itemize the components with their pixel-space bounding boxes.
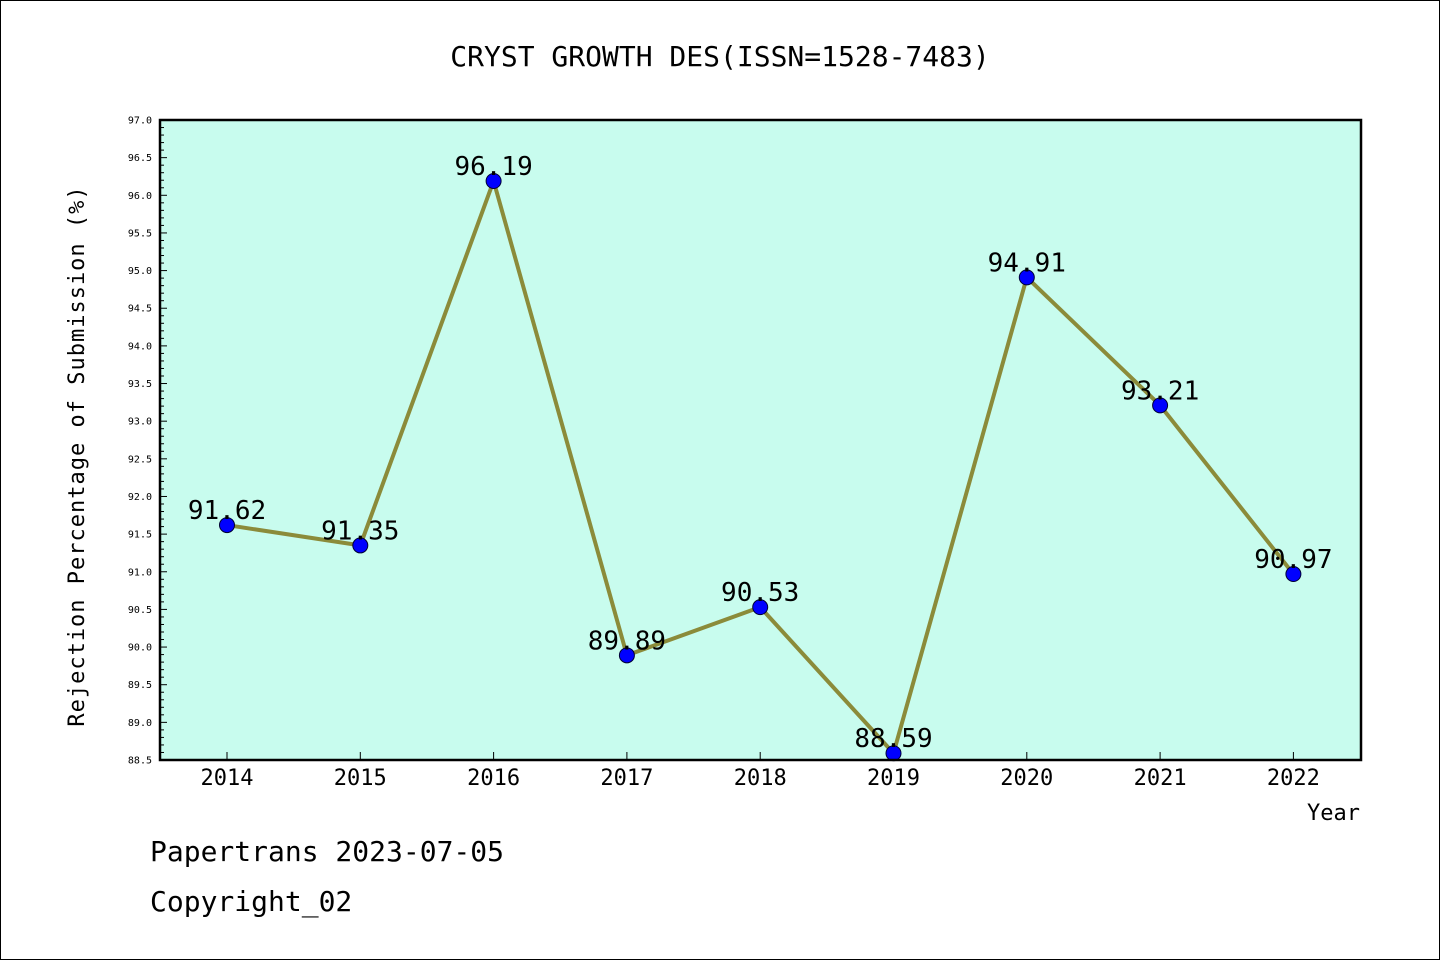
data-label: 91.62 bbox=[188, 496, 266, 526]
x-tick-label: 2018 bbox=[734, 766, 787, 791]
plot-area bbox=[160, 120, 1361, 760]
footer-date-stamp: Papertrans 2023-07-05 bbox=[150, 835, 505, 868]
x-tick-label: 2017 bbox=[600, 766, 653, 791]
y-tick-label: 91.0 bbox=[128, 567, 152, 578]
x-tick-label: 2015 bbox=[334, 766, 387, 791]
y-tick-label: 92.5 bbox=[128, 454, 152, 465]
plot-border bbox=[158, 118, 1363, 762]
y-tick-label: 96.0 bbox=[128, 191, 152, 202]
x-tick-label: 2016 bbox=[467, 766, 520, 791]
data-labels: 91.62 91.35 96.19 89.89 90.53 88.59 94.91 93.21… bbox=[188, 152, 1333, 754]
data-point bbox=[1018, 269, 1035, 286]
y-axis-label: Rejection Percentage of Submission (%) bbox=[65, 185, 90, 726]
data-label: 88.59 bbox=[854, 724, 932, 754]
y-tick-label: 96.5 bbox=[128, 153, 152, 164]
x-tick-label: 2022 bbox=[1267, 766, 1320, 791]
data-label: 90.97 bbox=[1254, 545, 1332, 575]
y-tick-label: 89.0 bbox=[128, 718, 152, 729]
chart-title: CRYST GROWTH DES(ISSN=1528-7483) bbox=[450, 40, 989, 73]
y-tick-label: 92.0 bbox=[128, 492, 152, 503]
y-tick-label: 89.5 bbox=[128, 680, 152, 691]
data-label: 96.19 bbox=[454, 152, 532, 182]
data-label: 94.91 bbox=[988, 248, 1066, 278]
y-tick-label: 94.5 bbox=[128, 304, 152, 315]
data-point bbox=[485, 172, 502, 189]
data-label: 91.35 bbox=[321, 516, 399, 546]
x-tick-label: 2020 bbox=[1000, 766, 1053, 791]
y-tick-label: 94.0 bbox=[128, 341, 152, 352]
x-axis: 2014 2015 2016 2017 2018 2019 2020 2021 2022 bbox=[201, 752, 1320, 791]
data-point bbox=[352, 537, 369, 554]
data-label: 90.53 bbox=[721, 578, 799, 608]
y-tick-label: 88.5 bbox=[128, 756, 152, 767]
y-tick-label: 93.5 bbox=[128, 379, 152, 390]
data-label: 89.89 bbox=[588, 626, 666, 656]
y-tick-label: 90.5 bbox=[128, 605, 152, 616]
footer-copyright: Copyright_02 bbox=[150, 885, 353, 918]
x-tick-label: 2021 bbox=[1134, 766, 1187, 791]
y-tick-label: 90.0 bbox=[128, 643, 152, 654]
data-point bbox=[1285, 566, 1302, 583]
x-tick-label: 2019 bbox=[867, 766, 920, 791]
data-point bbox=[752, 599, 769, 616]
x-tick-label: 2014 bbox=[201, 766, 254, 791]
y-tick-label: 97.0 bbox=[128, 116, 152, 127]
data-point bbox=[618, 647, 635, 664]
series-markers bbox=[219, 172, 1302, 762]
y-tick-label: 91.5 bbox=[128, 530, 152, 541]
y-tick-label: 95.0 bbox=[128, 266, 152, 277]
data-point bbox=[1152, 397, 1169, 414]
y-tick-label: 93.0 bbox=[128, 417, 152, 428]
x-axis-label: Year bbox=[1307, 801, 1360, 826]
y-tick-label: 95.5 bbox=[128, 228, 152, 239]
data-point bbox=[219, 517, 235, 534]
data-label: 93.21 bbox=[1121, 376, 1199, 406]
